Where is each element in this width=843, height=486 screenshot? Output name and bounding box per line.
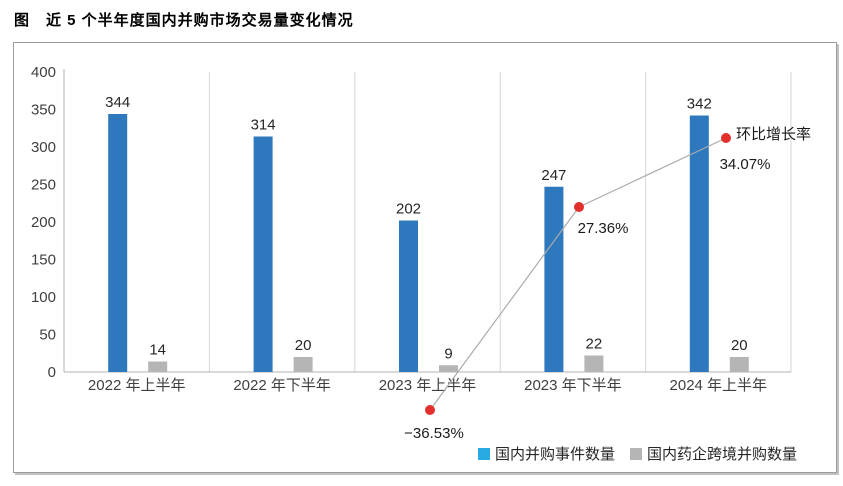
y-tick-label: 50 (39, 327, 56, 344)
bar-crossborder-ma (584, 355, 604, 372)
bar-value-label: 20 (731, 337, 748, 354)
y-tick-label: 400 (31, 64, 56, 81)
legend-swatch (478, 448, 490, 460)
x-tick-label: 2022 年上半年 (88, 377, 186, 394)
y-tick-label: 0 (48, 364, 56, 381)
growth-series-label: 环比增长率 (736, 126, 811, 143)
bar-value-label: 20 (295, 337, 312, 354)
growth-point (574, 202, 584, 212)
x-tick-label: 2022 年下半年 (233, 377, 331, 394)
y-tick-label: 250 (31, 177, 56, 194)
bar-value-label: 22 (586, 336, 603, 353)
x-tick-label: 2024 年上半年 (670, 377, 768, 394)
growth-value-label: 34.07% (720, 156, 771, 173)
x-tick-label: 2023 年上半年 (379, 377, 477, 394)
y-tick-label: 300 (31, 139, 56, 156)
y-tick-label: 200 (31, 214, 56, 231)
y-tick-label: 150 (31, 252, 56, 269)
bar-domestic-ma (544, 186, 564, 372)
x-tick-label: 2023 年下半年 (524, 377, 622, 394)
bar-domestic-ma (399, 220, 418, 372)
bar-domestic-ma (689, 115, 709, 372)
bar-value-label: 9 (444, 345, 452, 362)
bar-value-label: 14 (149, 342, 166, 359)
legend-label: 国内药企跨境并购数量 (647, 445, 797, 463)
bar-value-label: 314 (251, 117, 276, 134)
growth-value-label: 27.36% (578, 220, 629, 237)
figure-title: 图 近 5 个半年度国内并购市场交易量变化情况 (14, 12, 354, 29)
legend-label: 国内并购事件数量 (495, 446, 615, 463)
bar-domestic-ma (108, 114, 128, 372)
growth-value-label: −36.53% (404, 425, 464, 442)
y-tick-label: 350 (31, 102, 56, 119)
bar-value-label: 247 (541, 167, 566, 184)
bar-crossborder-ma (293, 357, 313, 372)
chart-frame: 0 50 100 150 200 250 300 350 400 344 14 2022 年上半年 31… (13, 42, 837, 473)
bar-value-label: 202 (396, 201, 421, 218)
legend-swatch (630, 448, 642, 460)
bar-value-label: 342 (687, 96, 712, 113)
bar-crossborder-ma (729, 357, 749, 372)
bar-crossborder-ma (148, 361, 168, 372)
bar-value-label: 344 (105, 94, 130, 111)
growth-line (429, 137, 727, 411)
bar-domestic-ma (253, 136, 273, 372)
bar-crossborder-ma (439, 365, 458, 372)
y-tick-label: 100 (31, 289, 56, 306)
chart-canvas: 0 50 100 150 200 250 300 350 400 344 14 2022 年上半年 31… (31, 64, 811, 463)
growth-point (721, 133, 731, 143)
growth-point (425, 405, 435, 415)
